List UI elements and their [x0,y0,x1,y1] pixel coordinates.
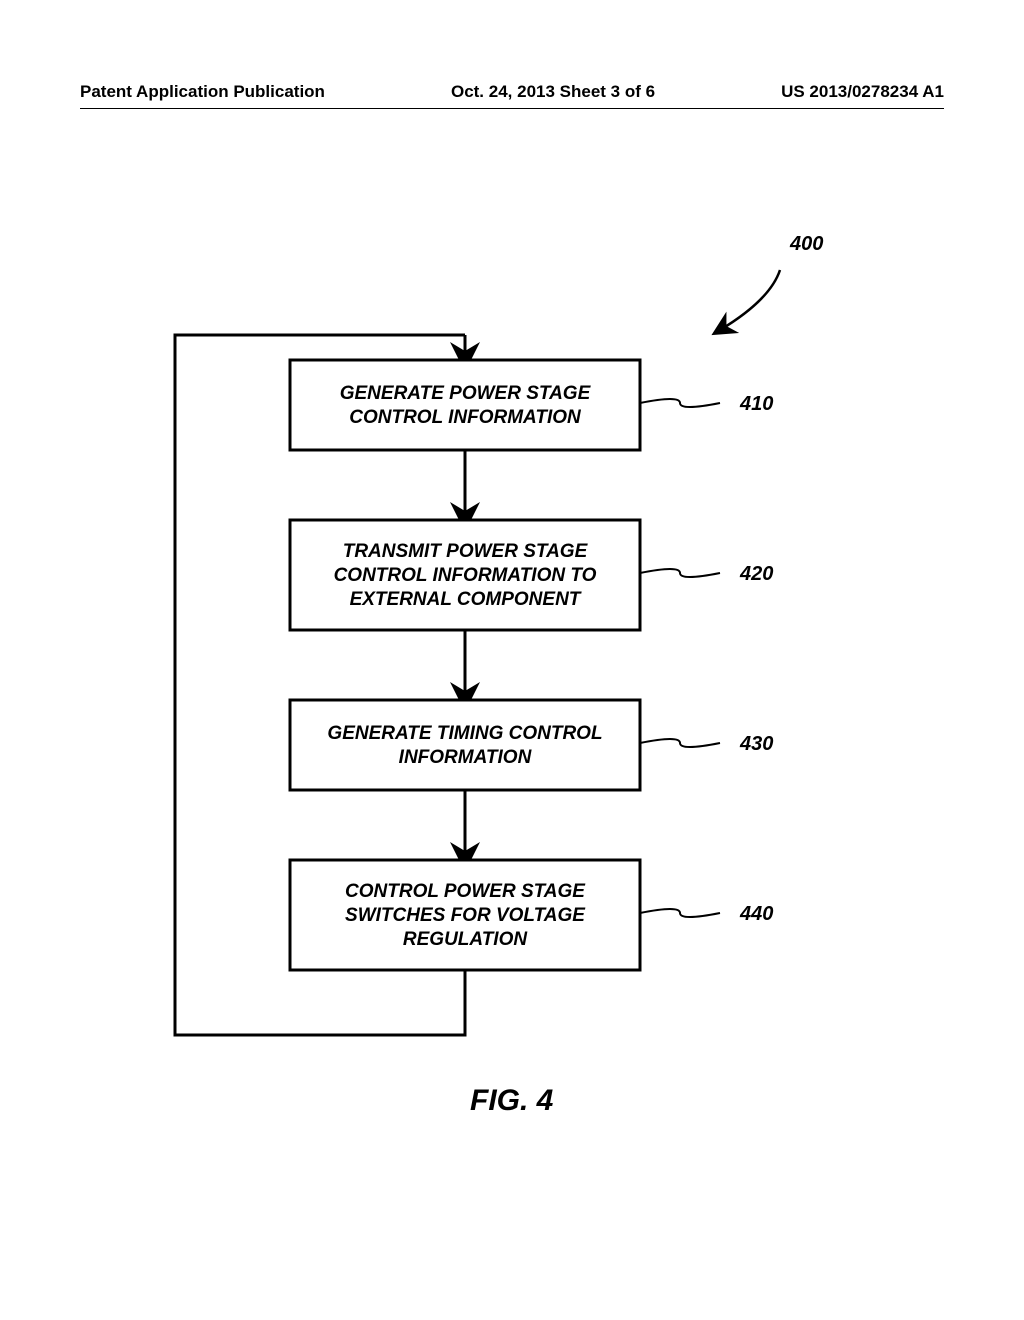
svg-text:FIG. 4: FIG. 4 [470,1084,554,1117]
svg-text:GENERATE TIMING CONTROL: GENERATE TIMING CONTROL [327,723,602,744]
svg-text:SWITCHES FOR VOLTAGE: SWITCHES FOR VOLTAGE [345,905,586,926]
svg-text:EXTERNAL COMPONENT: EXTERNAL COMPONENT [350,589,582,610]
svg-text:CONTROL INFORMATION TO: CONTROL INFORMATION TO [334,565,597,586]
page: Patent Application Publication Oct. 24, … [0,0,1024,1320]
flowchart-diagram: 400 GENERATE POWER STAGE CONTROL INFORMATI… [0,0,1024,1320]
svg-text:CONTROL INFORMATION: CONTROL INFORMATION [349,407,582,428]
svg-text:CONTROL POWER STAGE: CONTROL POWER STAGE [345,881,586,902]
svg-text:440: 440 [739,903,773,925]
svg-text:420: 420 [739,563,773,585]
svg-text:TRANSMIT POWER STAGE: TRANSMIT POWER STAGE [343,541,589,562]
svg-text:430: 430 [739,733,773,755]
svg-text:REGULATION: REGULATION [403,929,528,950]
svg-text:GENERATE POWER STAGE: GENERATE POWER STAGE [340,383,592,404]
svg-text:INFORMATION: INFORMATION [399,747,533,768]
svg-text:410: 410 [739,393,773,415]
svg-text:400: 400 [789,233,823,255]
